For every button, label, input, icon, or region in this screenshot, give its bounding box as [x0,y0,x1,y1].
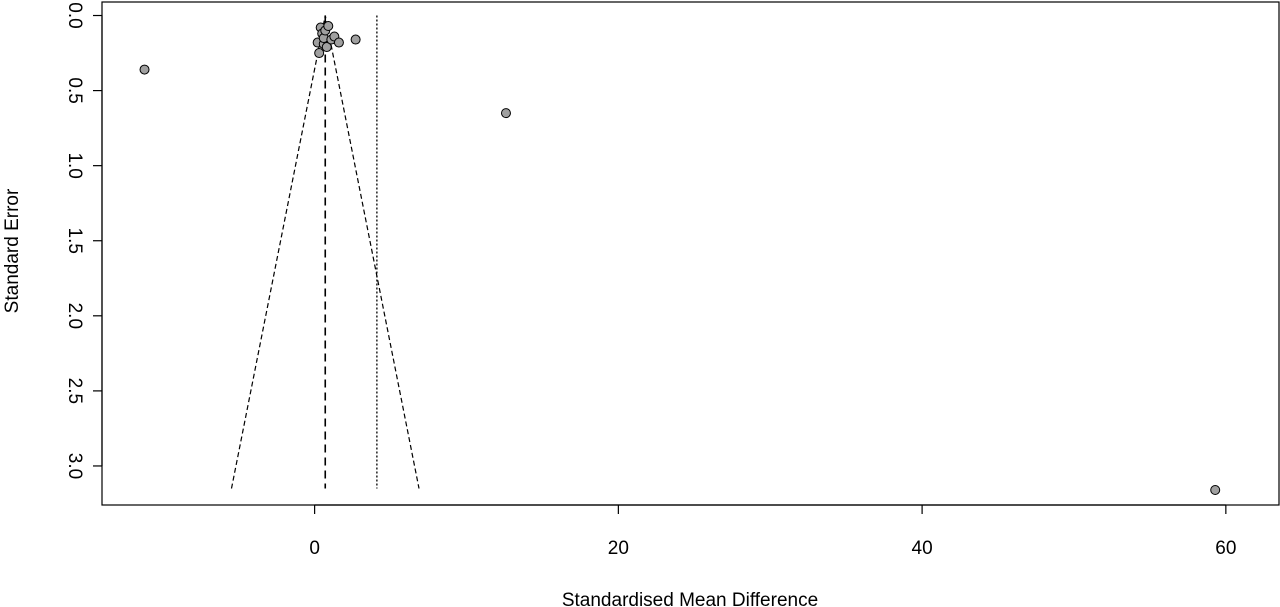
x-tick-label: 0 [309,538,320,559]
data-point [323,21,334,32]
data-point [500,108,511,119]
x-tick-label: 20 [608,538,629,559]
data-point [333,37,344,48]
x-tick-label: 40 [912,538,933,559]
data-point [1210,484,1221,495]
data-point [350,34,361,45]
x-tick-label: 60 [1215,538,1236,559]
data-point [321,42,332,53]
points-layer [139,21,1221,495]
plot-frame [101,1,1280,506]
data-point [139,64,150,75]
x-axis: 0 20 40 60 [309,504,1236,559]
y-tick-label: 3.0 [64,453,85,479]
y-tick-label: 0.5 [64,77,85,103]
y-tick-label: 2.0 [64,303,85,329]
y-tick-label: 0.0 [64,2,85,28]
y-axis: 0.0 0.5 1.0 1.5 2.0 2.5 3.0 [64,2,103,479]
y-tick-label: 1.0 [64,152,85,178]
y-tick-label: 2.5 [64,378,85,404]
x-axis-label: Standardised Mean Difference [562,590,818,607]
data-point [314,48,325,59]
y-axis-label: Standard Error [2,188,23,313]
funnel-layer [230,15,420,489]
y-tick-label: 1.5 [64,228,85,254]
